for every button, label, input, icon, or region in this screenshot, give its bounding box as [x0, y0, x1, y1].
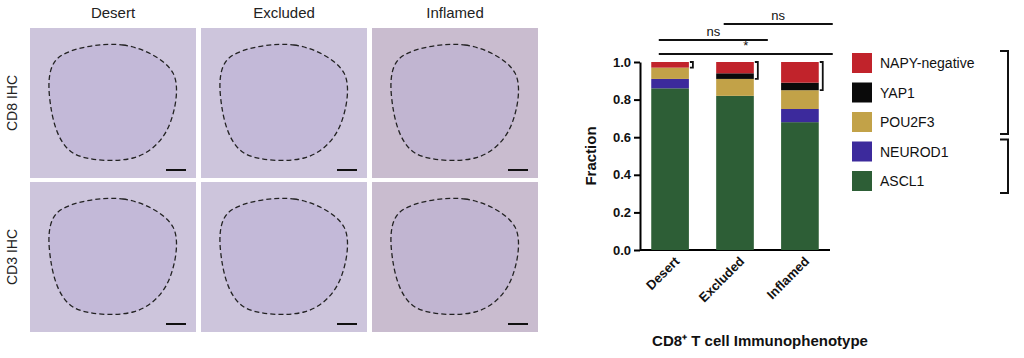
scale-bar [337, 169, 357, 171]
scale-bar [337, 323, 357, 325]
panel-row-label: CD3 IHC [4, 229, 20, 285]
bracket [820, 62, 823, 90]
bar-segment [651, 79, 689, 88]
tumor-outline [220, 44, 348, 160]
y-tick-label: 0.8 [613, 92, 631, 107]
bar-segment [781, 62, 819, 83]
legend: NAPY-negative YAP1 POU2F3 NEUROD1 ASCL1 [852, 51, 1008, 193]
tumor-outline [49, 44, 177, 160]
y-tick-label: 0.2 [613, 205, 631, 220]
bar-segment [781, 109, 819, 122]
panel-row-label: CD8 IHC [4, 75, 20, 131]
ihc-image [30, 182, 196, 332]
bar-segment [651, 88, 689, 250]
figure: DesertExcludedInflamedCD8 IHCCD3 IHC0.00… [0, 0, 1024, 358]
scale-bar [508, 323, 528, 325]
tumor-outline [220, 198, 348, 314]
x-tick: Desert [643, 250, 683, 293]
scale-bar [508, 169, 528, 171]
x-tick-label: Desert [643, 253, 683, 293]
tumor-outline [49, 198, 177, 314]
y-tick-label: 0.4 [613, 167, 632, 182]
panel-column-label: Inflamed [426, 4, 484, 21]
scale-bar [166, 323, 186, 325]
bar-segment [651, 62, 689, 68]
y-tick-mark [634, 174, 640, 176]
y-tick-label: 1.0 [613, 55, 631, 70]
y-tick-mark [634, 99, 640, 101]
significance: ns ns * [659, 8, 833, 54]
legend-label: YAP1 [880, 85, 915, 101]
y-tick: 0.2 [613, 205, 640, 220]
ihc-image [372, 28, 538, 178]
legend-swatch [852, 171, 872, 191]
ihc-image [372, 182, 538, 332]
y-tick-label: 0.6 [613, 130, 631, 145]
legend-label: POU2F3 [880, 114, 935, 130]
legend-bracket [1000, 51, 1008, 134]
significance-label: ns [771, 8, 785, 23]
legend-swatch [852, 83, 872, 103]
x-tick: Inflamed [764, 250, 812, 302]
ihc-panels: Desert Excluded Inflamed CD8 IHC CD3 IHC [4, 4, 538, 332]
bar-segment [716, 79, 754, 96]
bracket [690, 62, 693, 68]
ihc-image [30, 28, 196, 178]
y-tick-mark [634, 250, 640, 252]
y-axis: 0.0 0.2 0.4 0.6 0.8 1.0 [613, 55, 641, 258]
bar-segment [716, 73, 754, 79]
bar-segment [716, 62, 754, 73]
legend-label: ASCL1 [880, 173, 925, 189]
significance-line [659, 39, 768, 41]
x-tick: Excluded [696, 250, 748, 305]
y-axis-line [640, 63, 642, 251]
legend-swatch [852, 142, 872, 162]
legend-label: NEUROD1 [880, 144, 949, 160]
y-tick: 1.0 [613, 55, 640, 70]
bars [651, 62, 819, 250]
x-axis: Desert Excluded Inflamed [640, 250, 830, 305]
legend-label: NAPY-negative [880, 55, 975, 71]
y-axis-title: Fraction [582, 126, 599, 185]
significance-line [659, 53, 833, 55]
y-tick-mark [634, 62, 640, 64]
scale-bar [166, 169, 186, 171]
legend-swatch [852, 112, 872, 132]
bar-segment [716, 96, 754, 250]
significance-line [724, 23, 833, 25]
bar-segment [781, 90, 819, 109]
bar-segment [781, 122, 819, 250]
tumor-outline [391, 198, 519, 314]
bar-brackets [690, 62, 823, 90]
legend-bracket [1000, 140, 1008, 194]
significance-label: * [743, 38, 748, 53]
y-tick-mark [634, 212, 640, 214]
y-tick: 0.8 [613, 92, 640, 107]
panel-column-label: Desert [91, 4, 136, 21]
ihc-image [201, 28, 367, 178]
y-tick-mark [634, 137, 640, 139]
y-tick: 0.4 [613, 167, 640, 182]
y-tick-label: 0.0 [613, 243, 631, 258]
bracket [755, 62, 758, 79]
x-axis-title: CD8⁺ T cell Immunophenotype [652, 332, 868, 349]
significance-label: ns [706, 24, 720, 39]
legend-swatch [852, 53, 872, 73]
bar-segment [651, 68, 689, 79]
x-tick-label: Excluded [696, 254, 748, 306]
tumor-outline [391, 44, 519, 160]
y-tick: 0.6 [613, 130, 640, 145]
x-tick-label: Inflamed [764, 254, 812, 302]
y-tick: 0.0 [613, 243, 640, 258]
ihc-image [201, 182, 367, 332]
panel-column-label: Excluded [253, 4, 315, 21]
bar-segment [781, 83, 819, 91]
